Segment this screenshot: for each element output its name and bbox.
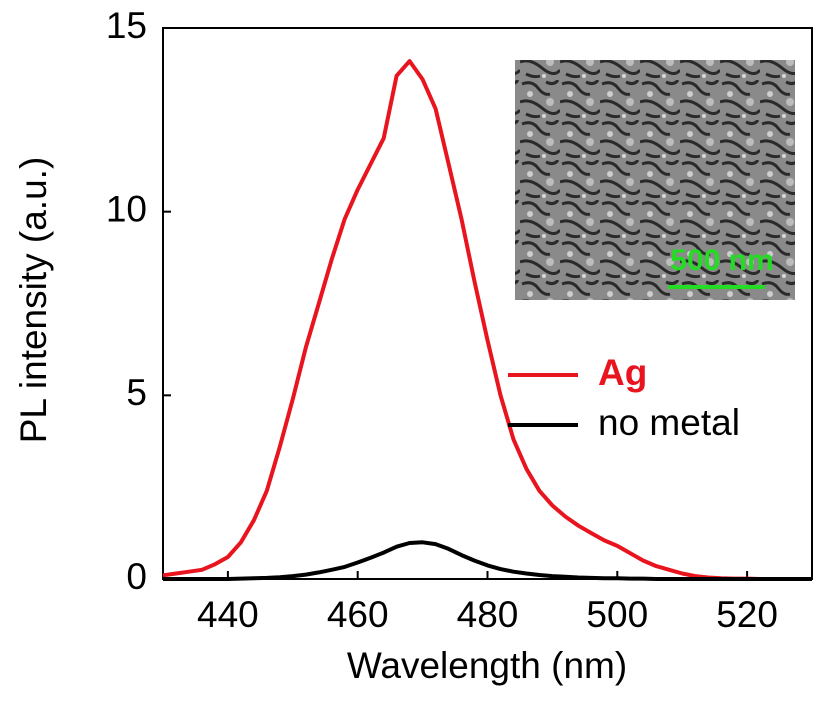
x-tick-label: 440 [197,594,259,635]
x-tick-label: 460 [327,594,389,635]
series-line [163,540,812,581]
x-axis-title: Wavelength (nm) [347,645,627,686]
x-tick-label: 500 [586,594,648,635]
legend-label: no metal [598,402,740,443]
y-axis-title: PL intensity (a.u.) [13,157,54,444]
scale-label: 500 nm [670,244,773,277]
y-tick-label: 15 [106,5,147,46]
y-tick-label: 10 [106,188,147,229]
y-tick-label: 5 [126,372,147,413]
y-tick-label: 0 [126,556,147,597]
x-tick-label: 520 [716,594,778,635]
inset-image [515,60,795,300]
x-tick-label: 480 [457,594,519,635]
legend-label: Ag [598,352,647,393]
